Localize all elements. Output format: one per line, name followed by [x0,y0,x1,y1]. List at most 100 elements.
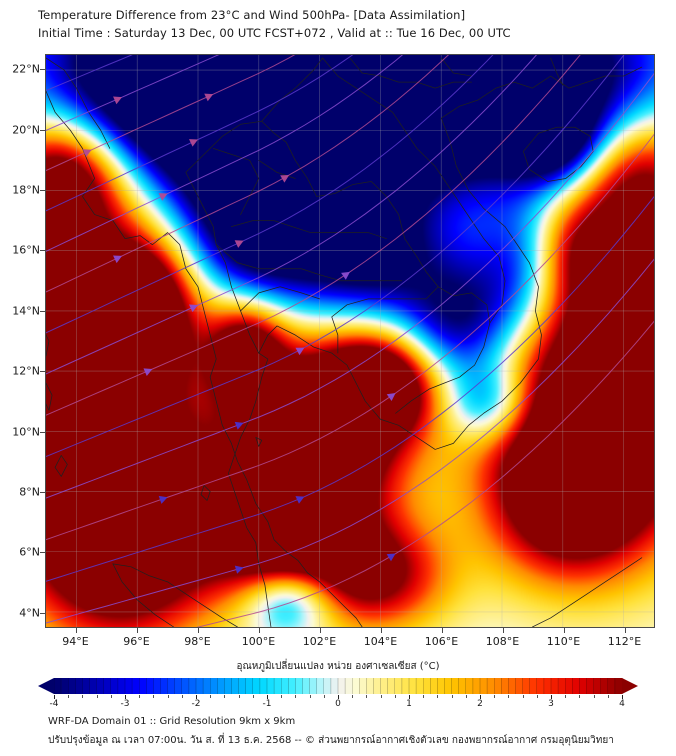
y-axis-tick-mark [40,310,45,312]
y-axis-tick-label: 22°N [12,62,40,76]
y-axis-tick-label: 6°N [19,545,40,559]
colorbar-minor-tick [579,695,581,698]
coastlines [46,57,643,627]
colorbar-tick-label: 3 [548,699,554,709]
colorbar-minor-tick [181,695,183,698]
x-axis-tick-label: 96°E [123,635,150,648]
colorbar-minor-tick [565,695,567,698]
colorbar-minor-tick [352,695,354,698]
colorbar-minor-tick [224,695,226,698]
footer-block: WRF-DA Domain 01 :: Grid Resolution 9km … [48,712,668,750]
x-axis-tick-label: 112°E [607,635,642,648]
x-axis-tick-mark [441,628,443,633]
y-axis-tick-mark [40,492,45,494]
colorbar-minor-tick [210,695,212,698]
colorbar-minor-tick [423,695,425,698]
colorbar-swatches [38,678,638,694]
colorbar-minor-tick [536,695,538,698]
footer-attribution: ปรับปรุงข้อมูล ณ เวลา 07:00น. วัน ส. ที่… [48,735,614,746]
x-axis-tick-mark [624,628,626,633]
colorbar-axis: -4 -3 -2 -1 0 1 2 3 4 [38,695,638,711]
y-axis-tick-label: 10°N [12,425,40,439]
y-axis-tick-mark [40,69,45,71]
colorbar-minor-tick [465,695,467,698]
colorbar-minor-tick [295,695,297,698]
colorbar-minor-tick [153,695,155,698]
colorbar-major-tick [196,695,197,699]
x-axis-tick-mark [563,628,565,633]
x-axis-tick-label: 94°E [62,635,89,648]
colorbar-minor-tick [139,695,141,698]
colorbar-minor-tick [494,695,496,698]
x-axis-tick-mark [75,628,77,633]
x-axis-tick-label: 110°E [546,635,581,648]
colorbar-strip[interactable] [38,677,638,695]
colorbar-minor-tick [394,695,396,698]
colorbar-major-tick [480,695,481,699]
chart-title-block: Temperature Difference from 23°C and Win… [38,6,658,42]
colorbar-major-tick [267,695,268,699]
x-axis-tick-label: 106°E [424,635,459,648]
colorbar-tick-label: -4 [49,699,59,709]
colorbar-minor-tick [96,695,98,698]
colorbar-tick-label: -3 [120,699,130,709]
colorbar-minor-tick [252,695,254,698]
colorbar-caption: อุณหภูมิเปลี่ยนแปลง หน่วย องศาเซลเซียส (… [236,661,440,672]
page-title: Temperature Difference from 23°C and Win… [38,8,466,22]
colorbar-major-tick [409,695,410,699]
y-axis-tick-mark [40,431,45,433]
colorbar-major-tick [622,695,623,699]
gridlines [46,55,654,627]
x-axis-tick-label: 108°E [485,635,520,648]
y-axis-tick-mark [40,552,45,554]
y-axis-tick-mark [40,250,45,252]
x-axis-tick-label: 104°E [363,635,398,648]
y-axis-tick-label: 16°N [12,243,40,257]
y-axis-tick-label: 20°N [12,123,40,137]
y-axis-tick-label: 12°N [12,364,40,378]
colorbar-block: อุณหภูมิเปลี่ยนแปลง หน่วย องศาเซลเซียส (… [0,660,676,711]
y-axis-tick-mark [40,189,45,191]
colorbar-minor-tick [607,695,609,698]
colorbar-tick-label: 2 [477,699,483,709]
temperature-anomaly-heatmap [46,55,654,627]
colorbar-tick-label: 4 [619,699,625,709]
wind-streamlines [46,55,654,627]
map-overlay-layer [46,55,654,627]
x-axis-tick-mark [258,628,260,633]
y-axis-tick-mark [40,612,45,614]
colorbar-minor-tick [380,695,382,698]
colorbar-major-tick [54,695,55,699]
colorbar-major-tick [551,695,552,699]
colorbar-minor-tick [110,695,112,698]
chart-subtitle: Initial Time : Saturday 13 Dec, 00 UTC F… [38,26,511,40]
colorbar-major-tick [125,695,126,699]
colorbar-minor-tick [522,695,524,698]
colorbar-minor-tick [593,695,595,698]
colorbar-tick-label: 1 [406,699,412,709]
x-axis-tick-label: 98°E [184,635,211,648]
x-axis-tick-label: 100°E [241,635,276,648]
colorbar-tick-label: 0 [335,699,341,709]
x-axis-tick-mark [136,628,138,633]
y-axis-tick-mark [40,371,45,373]
colorbar-minor-tick [323,695,325,698]
y-axis-tick-mark [40,129,45,131]
y-axis-tick-label: 14°N [12,304,40,318]
colorbar-minor-tick [167,695,169,698]
x-axis-tick-mark [502,628,504,633]
y-axis-tick-label: 18°N [12,183,40,197]
colorbar-minor-tick [437,695,439,698]
colorbar-minor-tick [238,695,240,698]
colorbar-minor-tick [508,695,510,698]
colorbar-minor-tick [366,695,368,698]
x-axis-tick-label: 102°E [302,635,337,648]
colorbar-minor-tick [82,695,84,698]
y-axis-tick-label: 4°N [19,606,40,620]
colorbar-tick-label: -1 [262,699,272,709]
x-axis-tick-mark [380,628,382,633]
map-plot-area[interactable] [45,54,655,628]
colorbar-minor-tick [68,695,70,698]
x-axis-tick-mark [319,628,321,633]
colorbar-minor-tick [281,695,283,698]
